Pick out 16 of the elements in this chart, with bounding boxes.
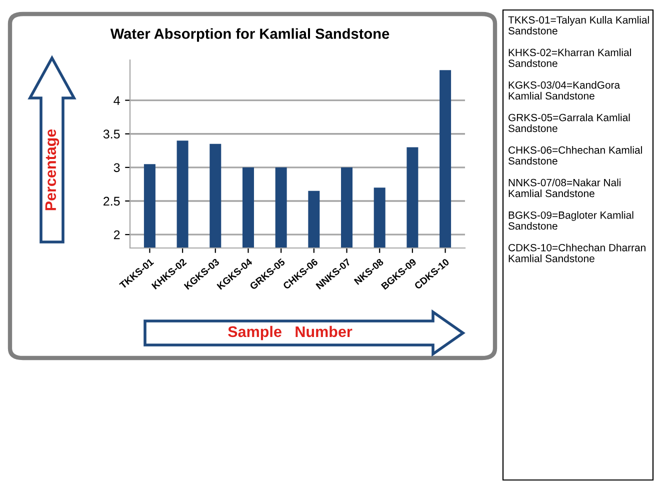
text: GRKS-05=Garrala Kamlial Sandstone: [508, 114, 630, 132]
text: CDKS-10=Chhechan Dharran Kamlial Sandstone: [508, 244, 646, 262]
text: KGKS-03/04=KandGora Kamlial Sandstone: [508, 81, 620, 100]
y-tick-label: 4: [114, 96, 120, 105]
y-tick-label: 3: [114, 163, 120, 172]
y-tick-label: 3.5: [103, 130, 120, 139]
text: KHKS-02=Kharran Kamlial Sandstone: [508, 48, 631, 68]
text: TKKS-01=Talyan Kulla Kamlial Sandstone: [508, 16, 649, 34]
text: CHKS-06=Chhechan Kamlial Sandstone: [508, 146, 642, 165]
text: NNKS-07/08=Nakar Nali Kamlial Sandstone: [508, 178, 620, 198]
y-tick-label: 2.5: [104, 196, 120, 206]
y-tick-label: 2: [114, 230, 120, 240]
text: BGKS-09=Bagloter Kamlial Sandstone: [508, 211, 634, 230]
x-axis-title: Sample Number: [228, 326, 352, 340]
y-axis-title: Percentage: [45, 129, 60, 210]
chart-title: Water Absorption for Kamlial Sandstone: [110, 28, 390, 42]
